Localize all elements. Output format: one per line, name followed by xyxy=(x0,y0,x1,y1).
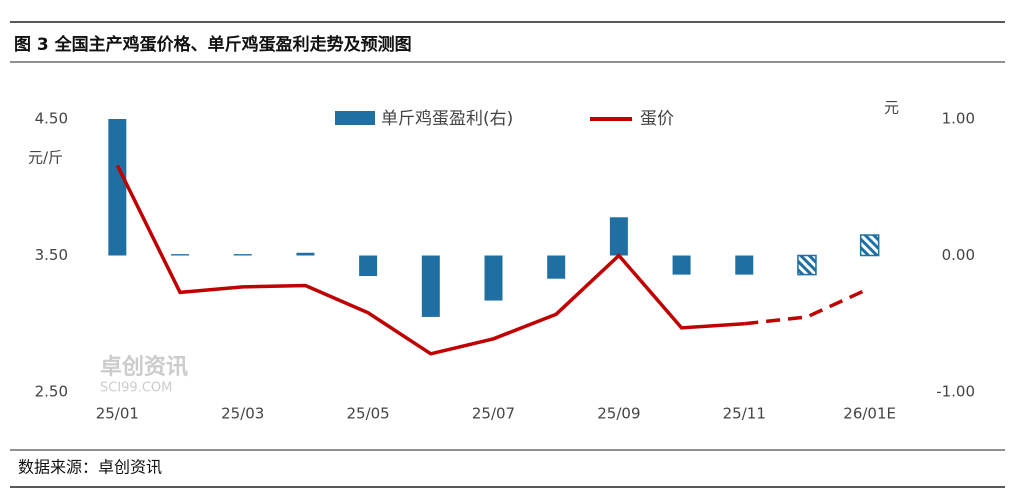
bar xyxy=(296,252,315,256)
chart-title: 图 3 全国主产鸡蛋价格、单斤鸡蛋盈利走势及预测图 xyxy=(14,34,412,55)
bar xyxy=(233,254,252,256)
source: 数据来源：卓创资讯 xyxy=(18,458,162,477)
bar xyxy=(672,255,691,275)
x-tick-label: 25/07 xyxy=(472,405,515,423)
x-tick-label: 25/03 xyxy=(221,405,264,423)
legend-label: 单斤鸡蛋盈利(右) xyxy=(381,109,513,129)
bar xyxy=(859,234,880,257)
bar xyxy=(171,254,190,256)
legend-label: 蛋价 xyxy=(640,109,674,129)
y-unit: 元/斤 xyxy=(28,149,63,167)
y-tick-label: 2.50 xyxy=(35,383,68,401)
x-tick-label: 25/09 xyxy=(597,405,640,423)
line xyxy=(744,286,871,326)
y-tick-label: 3.50 xyxy=(35,246,68,264)
x-tick-label: 26/01E xyxy=(843,405,896,423)
y2-tick-label: -1.00 xyxy=(936,383,975,401)
y2-tick-label: 1.00 xyxy=(942,110,975,128)
y-tick-label: 4.50 xyxy=(35,110,68,128)
watermark: 卓创资讯 xyxy=(100,355,188,380)
bar xyxy=(735,255,754,275)
x-tick-label: 25/11 xyxy=(723,405,766,423)
bar xyxy=(108,119,127,256)
y2-tick-label: 0.00 xyxy=(942,246,975,264)
y2-unit: 元 xyxy=(884,99,899,117)
bar xyxy=(421,255,440,317)
x-tick-label: 25/01 xyxy=(96,405,139,423)
legend-swatch xyxy=(335,111,375,125)
x-tick-label: 25/05 xyxy=(346,405,389,423)
watermark-sub: SCI99.COM xyxy=(100,381,172,396)
bar xyxy=(797,254,817,276)
bar xyxy=(609,217,628,256)
bar xyxy=(484,255,503,301)
line xyxy=(115,164,745,356)
bar xyxy=(359,255,378,276)
bar xyxy=(547,255,566,279)
